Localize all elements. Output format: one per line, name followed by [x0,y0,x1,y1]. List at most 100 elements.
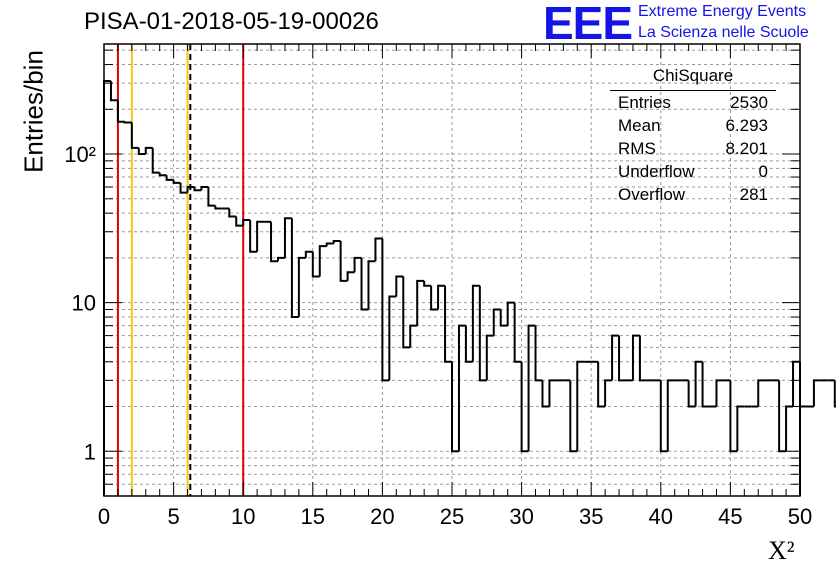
stats-value: 6.293 [725,116,768,135]
histogram-bin [520,361,529,453]
histogram-bin [569,380,578,453]
histogram-bin [833,380,836,408]
x-axis-label: X² [768,536,795,565]
histogram-bin [736,405,745,452]
x-tick-label: 0 [98,504,110,529]
histogram-bin [812,379,821,407]
histogram-bin [659,380,668,453]
histogram-bin [137,147,146,156]
histogram-bin [451,361,459,453]
histogram-bin [277,256,285,262]
stats-label: Entries [618,93,671,112]
stats-row-underflow: Underflow 0 [610,160,776,183]
histogram-bin [249,219,258,253]
histogram-bin [492,308,501,336]
histogram-bin [228,208,237,218]
histogram-bin [214,205,223,210]
stats-row-overflow: Overflow 281 [610,183,776,206]
histogram-bin [109,81,118,102]
x-tick-label: 50 [788,504,812,529]
y-tick-label: 10² [64,142,96,167]
histogram-bin [792,360,800,407]
stats-box: ChiSquare Entries 2530 Mean 6.293 RMS 8.… [610,66,776,206]
histogram-bin [235,216,244,227]
histogram-bin [270,221,278,263]
histogram-bin [485,334,494,381]
histogram-bin [388,295,397,381]
histogram-bin [318,245,327,277]
histogram-bin [103,80,111,496]
histogram-bin [381,238,390,382]
histogram-bin [367,260,376,310]
histogram-bin [729,380,738,453]
chart-title: PISA-01-2018-05-19-00026 [84,8,379,35]
histogram-bin [604,379,613,407]
histogram-bin [799,361,807,408]
histogram-bin [332,239,341,244]
histogram-bin [687,380,696,408]
histogram-bin [666,379,675,452]
histogram-bin [158,172,167,177]
histogram-bin [200,186,209,191]
histogram-bin [471,284,480,362]
stats-title: ChiSquare [610,66,776,91]
histogram-bin [778,380,787,453]
histogram-bin [346,271,355,281]
stats-label: Mean [618,116,661,135]
histogram-bin [541,380,550,408]
histogram-bin [144,146,153,155]
histogram-bin [513,302,522,363]
histogram-bin [423,280,432,287]
histogram-bin [374,237,383,262]
histogram-bin [715,379,724,407]
x-tick-label: 20 [370,504,394,529]
histogram-bin [631,334,640,381]
x-tick-label: 15 [301,504,325,529]
histogram-bin [151,147,160,174]
stats-row-rms: RMS 8.201 [610,137,776,160]
stats-label: RMS [618,139,656,158]
histogram-bin [478,285,487,382]
histogram-bin [402,276,411,349]
histogram-bin [172,179,181,184]
histogram-bin [297,256,306,318]
histogram-bin [395,275,404,297]
histogram-bin [597,361,606,408]
histogram-bin [409,324,418,348]
stats-value: 8.201 [725,139,768,158]
logo-line2: La Scienza nelle Scuole [638,24,809,41]
histogram-bin [416,279,425,326]
histogram-bin [506,301,515,326]
stats-label: Overflow [618,185,686,204]
stats-label: Underflow [618,162,695,181]
histogram-bin [785,405,794,452]
histogram-bin [311,251,320,278]
histogram-bin [534,325,543,382]
x-tick-label: 5 [167,504,179,529]
histogram-bin [339,240,348,282]
histogram-bin [130,122,139,149]
histogram-bin [283,217,292,258]
histogram-bin [694,360,703,407]
x-tick-label: 10 [231,504,255,529]
histogram-bin [179,182,188,194]
histogram-bin [207,187,216,207]
x-tick-label: 30 [509,504,533,529]
stats-value: 0 [758,162,768,181]
histogram-bin [123,121,132,124]
histogram-bin [576,360,585,452]
y-tick-label: 1 [84,439,96,464]
histogram-bin [638,335,647,382]
histogram-bin [499,309,508,327]
histogram-bin [290,218,299,319]
histogram-bin [304,250,313,258]
x-tick-label: 35 [579,504,603,529]
histogram-bin [457,324,466,452]
stats-row-mean: Mean 6.293 [610,114,776,137]
histogram-bin [444,285,452,363]
stats-rows: Entries 2530 Mean 6.293 RMS 8.201 Underf… [610,91,776,206]
histogram-bin [256,220,265,252]
histogram-bin [757,379,766,407]
